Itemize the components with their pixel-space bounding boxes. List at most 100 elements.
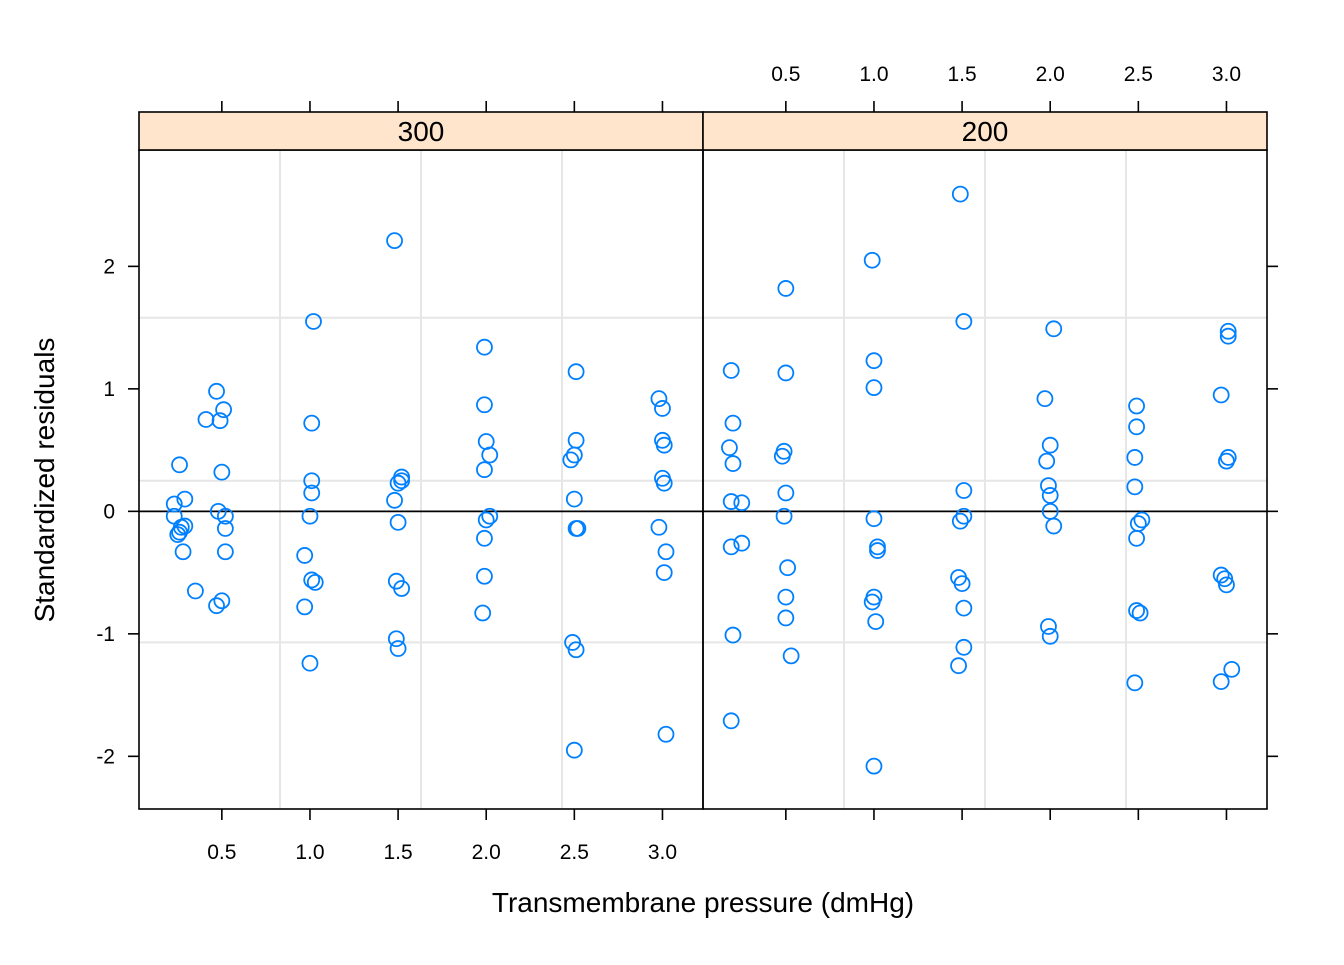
y-tick-label: 1: [103, 378, 115, 401]
data-point: [1223, 660, 1241, 678]
data-point: [1045, 517, 1063, 535]
x-tick-label: 2.5: [1124, 63, 1153, 86]
data-point: [303, 414, 321, 432]
data-point: [165, 495, 183, 513]
data-point: [386, 232, 403, 250]
data-point: [654, 400, 671, 417]
data-point: [1218, 452, 1235, 470]
data-point: [476, 338, 493, 356]
data-point: [393, 472, 411, 490]
strip-label: 300: [398, 116, 445, 147]
x-axis-title: Transmembrane pressure (dmHg): [492, 887, 914, 918]
data-point: [476, 529, 493, 547]
data-point: [951, 512, 969, 530]
data-point: [476, 461, 493, 479]
data-point: [777, 364, 795, 382]
data-point: [1038, 452, 1056, 470]
data-point: [305, 313, 322, 330]
data-point: [775, 507, 793, 525]
x-tick-label: 3.0: [1212, 63, 1241, 86]
x-tick-label: 1.0: [295, 841, 324, 864]
data-point: [1219, 327, 1237, 345]
x-tick-label: 2.0: [1036, 63, 1065, 86]
x-tick-label: 0.5: [207, 841, 236, 864]
data-point: [724, 455, 742, 472]
data-point: [567, 363, 585, 381]
data-point: [863, 593, 881, 611]
data-point: [1041, 627, 1059, 645]
data-point: [567, 431, 585, 449]
data-point: [1128, 602, 1145, 619]
y-tick-label: -2: [96, 745, 115, 768]
y-tick-label: 0: [103, 500, 115, 523]
data-point: [303, 571, 321, 589]
data-point: [733, 494, 751, 512]
data-point: [389, 474, 407, 492]
data-point: [863, 251, 881, 269]
strip-200: [702, 111, 1268, 151]
data-point: [655, 474, 673, 492]
strip-300: [138, 111, 704, 151]
data-point: [777, 588, 795, 606]
data-point: [869, 542, 886, 559]
data-point: [197, 411, 215, 428]
data-point: [955, 638, 973, 656]
data-point: [955, 599, 973, 617]
data-point: [655, 436, 673, 454]
data-point: [393, 580, 411, 597]
data-point: [777, 609, 795, 627]
data-point: [722, 362, 740, 379]
data-point: [474, 604, 492, 622]
data-point: [1041, 487, 1059, 504]
data-point: [1128, 397, 1145, 415]
data-point: [950, 657, 967, 675]
data-point: [724, 626, 742, 644]
data-point: [724, 414, 742, 432]
data-point: [1212, 386, 1230, 404]
data-point: [650, 390, 668, 408]
data-point: [777, 484, 795, 502]
data-point: [955, 313, 973, 330]
data-point: [169, 526, 187, 544]
data-point: [722, 493, 740, 510]
data-point: [171, 456, 188, 474]
data-point: [216, 543, 234, 561]
x-tick-label: 1.5: [947, 63, 976, 86]
data-point: [213, 463, 231, 481]
data-point: [951, 185, 969, 203]
data-point: [476, 396, 493, 414]
y-tick-label: 2: [103, 255, 115, 278]
data-point: [1126, 674, 1144, 692]
data-point: [1045, 320, 1063, 338]
data-point: [296, 547, 314, 564]
y-tick-label: -1: [96, 623, 115, 646]
y-axis-title: Standardized residuals: [29, 338, 60, 623]
data-point: [865, 510, 883, 528]
data-point: [567, 641, 585, 659]
data-point: [389, 640, 407, 657]
data-point: [650, 518, 668, 536]
data-point: [477, 433, 495, 450]
data-point: [389, 513, 407, 531]
x-tick-label: 1.5: [383, 841, 412, 864]
data-point: [1036, 390, 1054, 408]
data-point: [386, 491, 403, 509]
data-point: [1041, 436, 1059, 454]
data-point: [565, 490, 583, 508]
grid-lines: [139, 150, 1267, 809]
data-point: [1129, 515, 1147, 532]
data-point: [1128, 418, 1145, 436]
data-point: [387, 630, 405, 648]
x-tick-label: 2.5: [560, 841, 589, 864]
x-tick-label: 3.0: [648, 841, 677, 864]
data-point: [1131, 604, 1149, 622]
data-point: [171, 523, 188, 541]
data-point: [301, 507, 319, 525]
data-point: [213, 592, 231, 610]
data-point: [865, 379, 883, 397]
data-point: [186, 582, 204, 600]
data-point: [721, 439, 738, 457]
data-point: [215, 401, 233, 419]
data-point: [481, 507, 499, 525]
data-point: [303, 484, 321, 502]
